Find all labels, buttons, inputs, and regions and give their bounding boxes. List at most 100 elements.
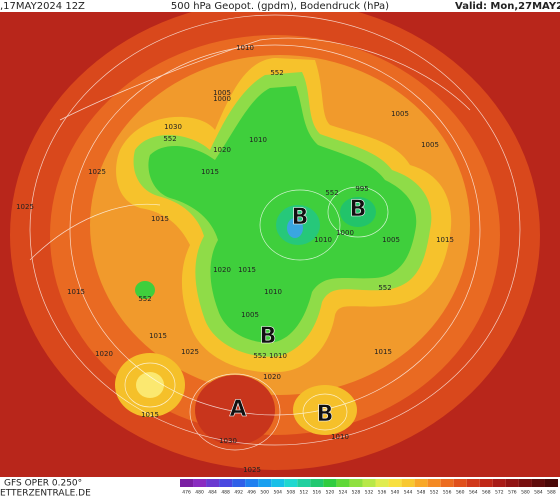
colorbar-tick-label: 504 — [273, 490, 282, 496]
colorbar-tick-label: 516 — [313, 490, 322, 496]
isobar-label: 1005 — [421, 141, 439, 149]
isobar-label: 1030 — [164, 123, 182, 131]
pressure-center: B — [350, 197, 367, 222]
colorbar-swatch — [505, 479, 519, 487]
isobar-label: 1005 — [382, 236, 400, 244]
isobar-label: 1010 — [249, 136, 267, 144]
map-labels: B BBBA10101005100055210305521020101010151… — [16, 44, 454, 474]
isobar-label: 552 — [138, 295, 151, 303]
colorbar-tick-label: 512 — [300, 490, 309, 496]
isobar-label: 1020 — [263, 373, 281, 381]
isobar-label: 1015 — [238, 266, 256, 274]
colorbar-swatch — [323, 479, 337, 487]
isobar-label: 1010 — [269, 352, 287, 360]
colorbar-tick-label: 584 — [534, 490, 543, 496]
isobar-label: 1025 — [88, 168, 106, 176]
colorbar-swatch — [466, 479, 480, 487]
colorbar-swatch — [440, 479, 454, 487]
run-time: ,17MAY2024 12Z — [0, 1, 85, 12]
colorbar-swatch — [336, 479, 350, 487]
colorbar-tick-label: 508 — [286, 490, 295, 496]
isobar-label: 1005 — [213, 89, 231, 97]
isobar-label: 1015 — [141, 411, 159, 419]
isobar-label: 1015 — [374, 348, 392, 356]
colorbar-swatch — [206, 479, 220, 487]
colorbar-tick-label: 524 — [339, 490, 348, 496]
colorbar-tick-label: 492 — [234, 490, 243, 496]
isobar-label: 1025 — [16, 203, 34, 211]
colorbar-swatch — [544, 479, 558, 487]
geopotential-blob — [133, 72, 432, 357]
isobar-label: 552 — [270, 69, 283, 77]
colorbar-swatch — [349, 479, 363, 487]
colorbar: 476 480 484 488 492 496 500 504 508 512 516 520 524 5… — [180, 479, 558, 496]
pressure-center: A — [229, 397, 246, 422]
isobar-label: 1010 — [331, 433, 349, 441]
colorbar-tick-label: 540 — [391, 490, 400, 496]
isobar-label: 1015 — [151, 215, 169, 223]
map-title: 500 hPa Geopot. (gpdm), Bodendruck (hPa) — [171, 1, 389, 12]
colorbar-swatch — [258, 479, 272, 487]
colorbar-tick-label: 496 — [247, 490, 256, 496]
colorbar-swatch — [518, 479, 532, 487]
isobar-label: 1005 — [391, 110, 409, 118]
isobar-label: 995 — [355, 185, 368, 193]
colorbar-swatch — [492, 479, 506, 487]
pressure-center: B — [292, 205, 309, 230]
colorbar-swatch — [531, 479, 545, 487]
colorbar-tick-label: 588 — [547, 490, 556, 496]
isobars — [29, 14, 521, 451]
source-name: ETTERZENTRALE.DE — [0, 489, 91, 497]
colorbar-swatch — [427, 479, 441, 487]
colorbar-swatch — [180, 479, 194, 487]
colorbar-tick-label: 480 — [195, 490, 204, 496]
colorbar-swatch — [297, 479, 311, 487]
colorbar-tick-label: 548 — [417, 490, 426, 496]
pressure-center: B — [317, 402, 334, 427]
colorbar-swatch — [232, 479, 246, 487]
colorbar-tick-label: 500 — [260, 490, 269, 496]
colorbar-swatch — [284, 479, 298, 487]
isobar-label: 1020 — [213, 146, 231, 154]
colorbar-tick-label: 560 — [456, 490, 465, 496]
colorbar-tick-label: 576 — [508, 490, 517, 496]
colorbar-tick-label: 536 — [378, 490, 387, 496]
isobar-label: 552 — [253, 352, 266, 360]
colorbar-tick-label: 564 — [469, 490, 478, 496]
colorbar-tick-label: 528 — [352, 490, 361, 496]
isobar-label: 1015 — [201, 168, 219, 176]
isobar-label: 1015 — [149, 332, 167, 340]
colorbar-tick-label: 568 — [482, 490, 491, 496]
isobar-label: 1005 — [241, 311, 259, 319]
isobar-label: 552 — [325, 189, 338, 197]
colorbar-swatch — [453, 479, 467, 487]
colorbar-swatch — [388, 479, 402, 487]
colorbar-tick-label: 488 — [221, 490, 230, 496]
colorbar-swatch — [271, 479, 285, 487]
colorbar-tick-label: 476 — [182, 490, 191, 496]
colorbar-tick-label: 556 — [443, 490, 452, 496]
colorbar-tick-label: 572 — [495, 490, 504, 496]
colorbar-tick-label: 520 — [326, 490, 335, 496]
isobar-label: 1015 — [67, 288, 85, 296]
isobar-label: 1025 — [181, 348, 199, 356]
colorbar-swatch — [310, 479, 324, 487]
colorbar-swatch — [401, 479, 415, 487]
isobar-label: 552 — [163, 135, 176, 143]
pressure-center: B — [260, 324, 277, 349]
isobar-label: 552 — [378, 284, 391, 292]
colorbar-swatch — [375, 479, 389, 487]
colorbar-tick-label: 484 — [208, 490, 217, 496]
isobar-label: 1015 — [436, 236, 454, 244]
colorbar-swatch — [479, 479, 493, 487]
colorbar-tick-label: 580 — [521, 490, 530, 496]
isobar-label: 1025 — [243, 466, 261, 474]
colorbar-swatch — [219, 479, 233, 487]
isobar-label: 1010 — [314, 236, 332, 244]
colorbar-tick-label: 552 — [430, 490, 439, 496]
isobar-label: 1010 — [264, 288, 282, 296]
isobar-label: 1030 — [219, 437, 237, 445]
colorbar-swatch — [245, 479, 259, 487]
colorbar-swatch — [414, 479, 428, 487]
